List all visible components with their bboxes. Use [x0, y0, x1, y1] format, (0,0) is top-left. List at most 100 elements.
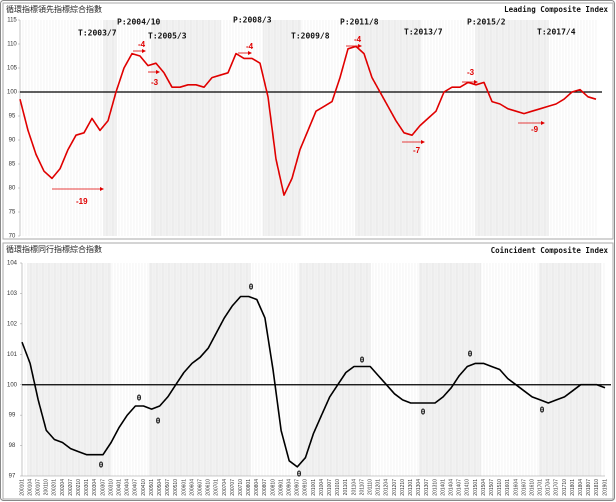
- annotation: T:2017/4: [537, 28, 576, 37]
- x-tick-label: 201107: [359, 479, 365, 496]
- x-tick-label: 200210: [76, 479, 82, 496]
- annotation: 0: [156, 417, 161, 426]
- arrow-head: [156, 70, 160, 74]
- x-tick-label: 201104: [351, 479, 357, 496]
- y-tick-label: 105: [7, 66, 18, 72]
- x-tick-label: 200607: [197, 479, 203, 496]
- y-tick-label: 103: [7, 291, 18, 297]
- y-tick-label: 100: [7, 90, 18, 96]
- x-tick-label: 201810: [594, 479, 600, 496]
- annotation: 0: [421, 408, 426, 417]
- x-tick-label: 200707: [230, 479, 236, 496]
- x-tick-label: 201901: [602, 479, 608, 496]
- arrow-head: [421, 140, 425, 144]
- x-tick-label: 200101: [19, 479, 25, 496]
- y-tick-label: 85: [9, 162, 16, 168]
- change-label: -4: [354, 35, 362, 44]
- annotation: 0: [99, 461, 104, 470]
- arrow-head: [358, 44, 362, 48]
- x-tick-label: 200701: [214, 479, 220, 496]
- annotation: T:2005/3: [148, 32, 187, 41]
- x-tick-label: 201304: [416, 479, 422, 496]
- x-tick-label: 200107: [36, 479, 42, 496]
- x-tick-label: 200407: [133, 479, 139, 496]
- arrow-head: [100, 187, 104, 191]
- annotation: 0: [540, 406, 545, 415]
- x-tick-label: 200907: [295, 479, 301, 496]
- x-tick-label: 200604: [189, 479, 195, 496]
- x-tick-label: 201707: [554, 479, 560, 496]
- x-tick-label: 200204: [60, 479, 66, 496]
- y-tick-label: 90: [9, 138, 16, 144]
- x-tick-label: 201701: [538, 479, 544, 496]
- y-tick-label: 115: [7, 18, 17, 24]
- change-label: -3: [151, 78, 159, 87]
- x-tick-label: 201401: [440, 479, 446, 496]
- x-tick-label: 201404: [448, 479, 454, 496]
- change-label: -3: [467, 68, 475, 77]
- y-tick-label: 70: [9, 234, 16, 240]
- annotation: P:2011/8: [340, 18, 379, 27]
- x-tick-label: 201301: [408, 479, 414, 496]
- chart-title: 循環指標領先指標綜合指數: [6, 4, 102, 14]
- line-series: [21, 295, 606, 468]
- x-tick-label: 200304: [92, 479, 98, 496]
- annotation: P:2015/2: [467, 18, 506, 27]
- x-tick-label: 201007: [327, 479, 333, 496]
- y-tick-label: 99: [9, 413, 16, 419]
- x-tick-label: 201010: [335, 479, 341, 496]
- x-tick-label: 201004: [319, 479, 325, 496]
- y-tick-label: 75: [9, 210, 16, 216]
- x-tick-label: 200804: [254, 479, 260, 496]
- arrow-head: [541, 121, 545, 125]
- annotation: 0: [137, 394, 142, 403]
- arrow-head: [248, 51, 252, 55]
- x-tick-label: 201207: [392, 479, 398, 496]
- annotation: P:2008/3: [233, 16, 272, 25]
- change-label: -4: [138, 40, 146, 49]
- x-tick-label: 201710: [562, 479, 568, 496]
- x-tick-label: 200910: [303, 479, 309, 496]
- annotation: 0: [249, 283, 254, 292]
- change-label: -7: [413, 146, 421, 155]
- x-tick-label: 201201: [376, 479, 382, 496]
- y-tick-label: 110: [7, 42, 17, 48]
- x-tick-label: 201501: [473, 479, 479, 496]
- line-series: [19, 45, 597, 196]
- chart-title: 循環指標同行指標綜合指數: [6, 244, 102, 254]
- change-label: -9: [531, 125, 539, 134]
- arrow-head: [142, 49, 146, 53]
- x-tick-label: 201507: [489, 479, 495, 496]
- y-tick-label: 101: [7, 352, 18, 358]
- x-tick-label: 200104: [27, 479, 33, 496]
- x-tick-label: 201804: [578, 479, 584, 496]
- x-tick-label: 200904: [287, 479, 293, 496]
- x-tick-label: 201001: [311, 479, 317, 496]
- x-tick-label: 200801: [246, 479, 252, 496]
- change-label: -19: [76, 197, 88, 206]
- x-tick-label: 201310: [432, 479, 438, 496]
- x-tick-label: 201504: [481, 479, 487, 496]
- x-tick-label: 200501: [149, 479, 155, 496]
- x-tick-label: 201801: [570, 479, 576, 496]
- x-tick-label: 200901: [278, 479, 284, 496]
- x-tick-label: 201601: [505, 479, 511, 496]
- x-tick-label: 200310: [108, 479, 114, 496]
- x-tick-label: 200510: [173, 479, 179, 496]
- x-tick-label: 201110: [368, 479, 374, 495]
- x-tick-label: 200601: [181, 479, 187, 496]
- annotation: P:2004/10: [117, 18, 161, 27]
- x-tick-label: 201704: [546, 479, 552, 496]
- x-tick-label: 200410: [141, 479, 147, 496]
- annotation: 0: [360, 356, 365, 365]
- y-tick-label: 104: [7, 261, 18, 267]
- x-tick-label: 200110: [44, 479, 50, 496]
- x-tick-label: 201607: [521, 479, 527, 496]
- x-tick-label: 200307: [100, 479, 106, 496]
- arrow-head: [474, 80, 478, 84]
- annotation: 0: [297, 470, 302, 479]
- x-tick-label: 200401: [116, 479, 122, 496]
- x-tick-label: 201407: [457, 479, 463, 496]
- x-tick-label: 200710: [238, 479, 244, 496]
